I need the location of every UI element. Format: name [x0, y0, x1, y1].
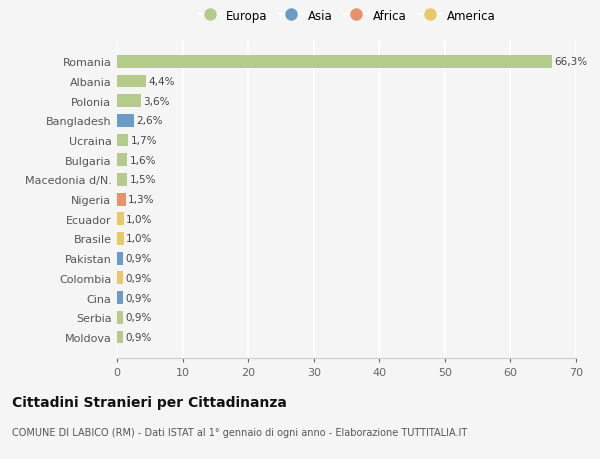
Text: COMUNE DI LABICO (RM) - Dati ISTAT al 1° gennaio di ogni anno - Elaborazione TUT: COMUNE DI LABICO (RM) - Dati ISTAT al 1°…: [12, 427, 467, 437]
Bar: [117, 174, 127, 186]
Bar: [117, 75, 146, 88]
Bar: [117, 213, 124, 226]
Text: 1,7%: 1,7%: [131, 136, 157, 146]
Text: 0,9%: 0,9%: [125, 293, 152, 303]
Text: 1,3%: 1,3%: [128, 195, 155, 205]
Bar: [117, 272, 123, 285]
Bar: [117, 193, 125, 206]
Text: Cittadini Stranieri per Cittadinanza: Cittadini Stranieri per Cittadinanza: [12, 395, 287, 409]
Legend: Europa, Asia, Africa, America: Europa, Asia, Africa, America: [194, 6, 499, 26]
Text: 66,3%: 66,3%: [554, 57, 587, 67]
Bar: [117, 252, 123, 265]
Text: 1,0%: 1,0%: [126, 214, 152, 224]
Bar: [117, 331, 123, 344]
Bar: [117, 56, 552, 68]
Text: 3,6%: 3,6%: [143, 96, 170, 106]
Text: 0,9%: 0,9%: [125, 313, 152, 323]
Text: 1,6%: 1,6%: [130, 155, 157, 165]
Bar: [117, 311, 123, 324]
Text: 0,9%: 0,9%: [125, 254, 152, 263]
Bar: [117, 233, 124, 246]
Text: 1,0%: 1,0%: [126, 234, 152, 244]
Text: 0,9%: 0,9%: [125, 273, 152, 283]
Bar: [117, 134, 128, 147]
Text: 4,4%: 4,4%: [148, 77, 175, 87]
Text: 1,5%: 1,5%: [130, 175, 156, 185]
Bar: [117, 154, 127, 167]
Bar: [117, 95, 140, 108]
Text: 0,9%: 0,9%: [125, 332, 152, 342]
Text: 2,6%: 2,6%: [137, 116, 163, 126]
Bar: [117, 115, 134, 128]
Bar: [117, 291, 123, 304]
